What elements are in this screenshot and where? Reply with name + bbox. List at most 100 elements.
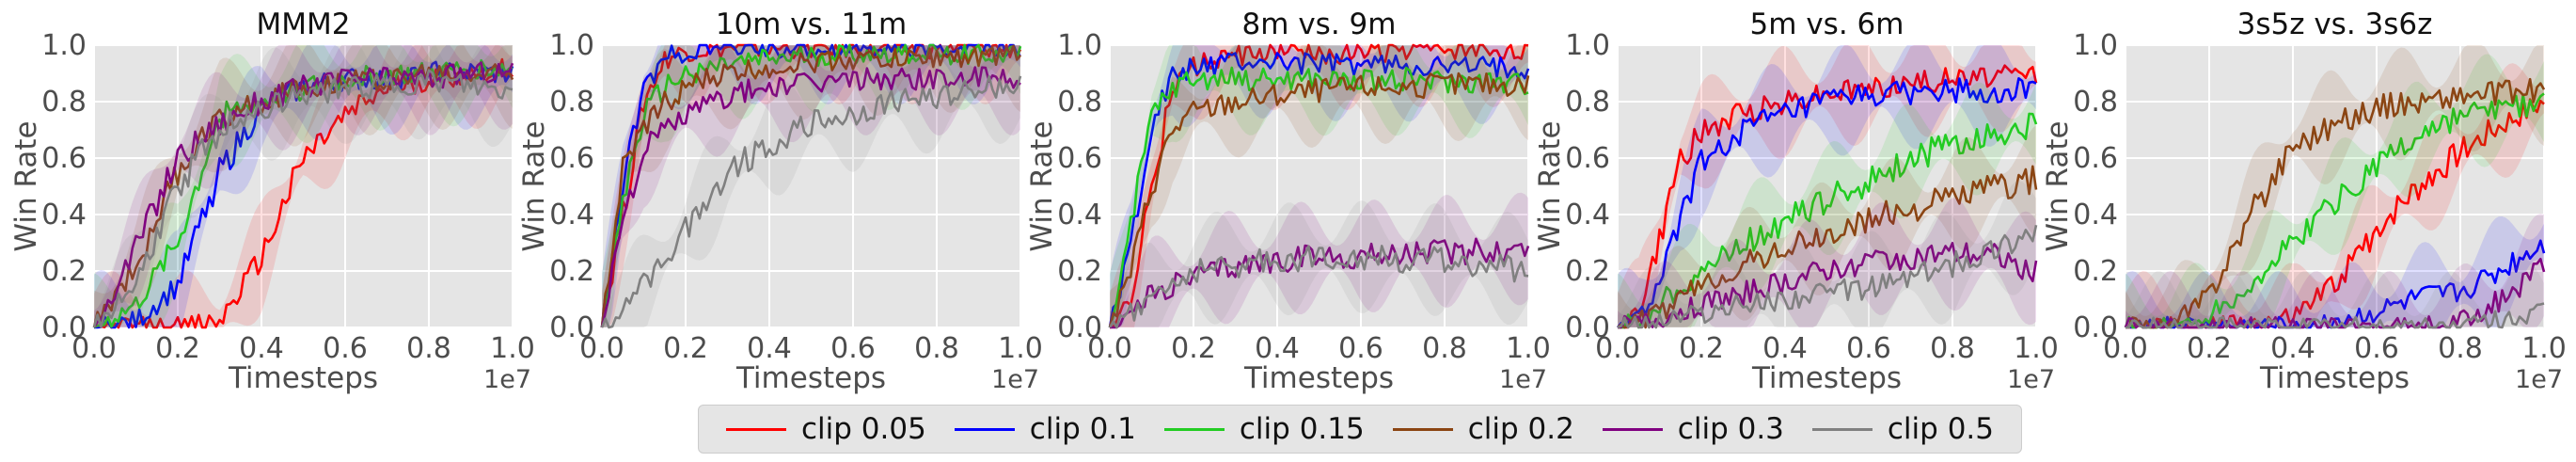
legend-label-clip-0-1: clip 0.1	[1029, 412, 1136, 446]
legend-item-clip-0-5: clip 0.5	[1811, 412, 1994, 446]
series-line-clip-0-5	[1108, 245, 1529, 329]
y-tick-label: 0.2	[1057, 255, 1102, 288]
band-clip-0-3	[2126, 214, 2544, 327]
y-axis-label: Win Rate	[9, 120, 43, 251]
y-tick-label: 0.4	[1565, 199, 1610, 231]
y-tick-label: 0.0	[41, 311, 87, 344]
legend-label-clip-0-2: clip 0.2	[1467, 412, 1574, 446]
panel-3s5z-vs-3s6z: 0.0 0.2 0.4 0.6 0.8 1.0 0.0 0.2 0.4 0.6 0.8 1.0 Time…	[2041, 8, 2567, 395]
y-tick-label: 0.4	[1057, 199, 1102, 231]
y-tick-label: 0.6	[41, 142, 87, 175]
series-line-clip-0-3	[92, 61, 514, 328]
series-line-clip-0-05	[600, 43, 1022, 328]
x-scale-label: 1e7	[991, 365, 1039, 394]
legend-label-clip-0-15: clip 0.15	[1239, 412, 1365, 446]
y-tick-label: 1.0	[1057, 29, 1102, 62]
band-clip-0-3	[94, 45, 513, 327]
legend-swatch-clip-0-3	[1602, 427, 1663, 431]
panel-10m-vs-11m: 0.0 0.2 0.4 0.6 0.8 1.0 0.0 0.2 0.4 0.6 0.8 1.0 Time…	[517, 8, 1043, 395]
x-tick-label: 0.2	[2187, 332, 2232, 365]
band-clip-0-3	[602, 45, 1020, 327]
panel-title: MMM2	[257, 8, 351, 41]
y-tick-label: 0.2	[2073, 255, 2118, 288]
x-tick-label: 0.8	[406, 332, 451, 365]
x-tick-label: 0.8	[2438, 332, 2483, 365]
band-clip-0-5	[2126, 260, 2544, 327]
y-axis-label: Win Rate	[2041, 120, 2075, 251]
series-line-clip-0-15	[1108, 66, 1529, 328]
y-tick-label: 0.0	[549, 311, 594, 344]
x-tick-label: 0.6	[1338, 332, 1383, 365]
band-clip-0-05	[602, 45, 1020, 327]
band-clip-0-3	[1618, 198, 2036, 327]
legend-item-clip-0-1: clip 0.1	[954, 412, 1136, 446]
y-tick-label: 1.0	[2073, 29, 2118, 62]
y-tick-label: 0.8	[1057, 86, 1102, 119]
series-line-clip-0-3	[2124, 257, 2546, 329]
x-axis-label: Timesteps	[1751, 361, 1902, 395]
legend-swatch-clip-0-5	[1811, 427, 1873, 431]
y-tick-label: 0.4	[549, 199, 594, 231]
y-tick-label: 0.8	[549, 86, 594, 119]
x-tick-label: 0.0	[579, 332, 624, 365]
y-tick-label: 0.6	[549, 142, 594, 175]
x-scale-label: 1e7	[483, 365, 531, 394]
x-scale-label: 1e7	[1499, 365, 1547, 394]
panel-8m-vs-9m: 0.0 0.2 0.4 0.6 0.8 1.0 0.0 0.2 0.4 0.6 0.8 1.0 Time…	[1025, 8, 1551, 395]
y-axis-label: Win Rate	[1533, 120, 1567, 251]
series-line-clip-0-15	[600, 43, 1022, 328]
band-clip-0-05	[1618, 45, 2036, 327]
legend-item-clip-0-15: clip 0.15	[1163, 412, 1365, 446]
band-clip-0-5	[1618, 181, 2036, 327]
band-clip-0-05	[94, 45, 513, 327]
x-tick-label: 0.0	[2103, 332, 2148, 365]
y-tick-label: 0.4	[41, 199, 87, 231]
band-clip-0-2	[2126, 45, 2544, 327]
panel-title: 3s5z vs. 3s6z	[2237, 8, 2433, 41]
x-tick-label: 0.8	[914, 332, 959, 365]
legend-swatch-clip-0-05	[725, 427, 786, 431]
x-tick-label: 0.6	[1846, 332, 1891, 365]
band-clip-0-5	[94, 45, 513, 327]
y-tick-label: 0.2	[41, 255, 87, 288]
y-tick-label: 0.4	[2073, 199, 2118, 231]
x-tick-label: 0.2	[1171, 332, 1216, 365]
band-clip-0-2	[1110, 45, 1528, 327]
x-tick-label: 0.4	[239, 332, 284, 365]
x-tick-label: 0.0	[1087, 332, 1132, 365]
band-clip-0-1	[602, 45, 1020, 327]
series-line-clip-0-5	[92, 69, 514, 328]
band-clip-0-15	[2126, 54, 2544, 327]
x-axis-label: Timesteps	[228, 361, 378, 395]
x-tick-label: 0.2	[1679, 332, 1724, 365]
series-line-clip-0-5	[2126, 302, 2545, 329]
plot-background	[1110, 45, 1528, 327]
x-tick-label: 0.4	[2270, 332, 2315, 365]
y-tick-label: 0.6	[1565, 142, 1610, 175]
band-clip-0-2	[602, 45, 1020, 327]
x-tick-label: 0.8	[1930, 332, 1975, 365]
panel-5m-vs-6m: 0.0 0.2 0.4 0.6 0.8 1.0 0.0 0.2 0.4 0.6 0.8 1.0 Time…	[1533, 8, 2059, 395]
y-tick-label: 0.0	[1057, 311, 1102, 344]
y-tick-label: 0.0	[2073, 311, 2118, 344]
x-tick-label: 0.6	[2354, 332, 2399, 365]
legend-item-clip-0-3: clip 0.3	[1602, 412, 1784, 446]
x-tick-label: 0.4	[1255, 332, 1300, 365]
x-tick-label: 0.2	[155, 332, 200, 365]
x-tick-label: 1.0	[998, 332, 1043, 365]
y-tick-label: 0.2	[549, 255, 594, 288]
band-clip-0-1	[1618, 45, 2036, 327]
x-tick-label: 0.0	[1595, 332, 1640, 365]
legend-swatch-clip-0-2	[1392, 427, 1453, 431]
y-tick-label: 0.8	[1565, 86, 1610, 119]
band-clip-0-5	[1110, 200, 1528, 327]
series-line-clip-0-1	[1616, 76, 2037, 329]
x-tick-label: 0.6	[323, 332, 368, 365]
panel-title: 10m vs. 11m	[716, 8, 907, 41]
y-axis-label: Win Rate	[517, 120, 551, 251]
x-tick-label: 1.0	[490, 332, 535, 365]
legend-label-clip-0-5: clip 0.5	[1887, 412, 1994, 446]
series-line-clip-0-3	[1110, 237, 1530, 329]
series-line-clip-0-05	[1109, 43, 1529, 329]
